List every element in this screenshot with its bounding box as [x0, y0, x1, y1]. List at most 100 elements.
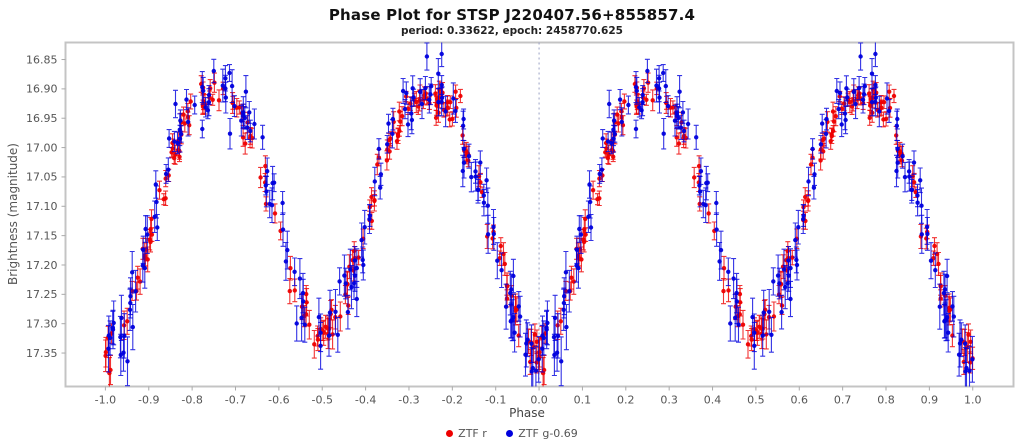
- data-point: [833, 114, 838, 119]
- data-point: [851, 89, 856, 95]
- chart-title: Phase Plot for STSP J220407.56+855857.4: [328, 6, 696, 24]
- data-point: [478, 160, 483, 165]
- data-point: [844, 86, 849, 91]
- data-point: [484, 178, 489, 183]
- data-point: [229, 83, 235, 89]
- data-point: [335, 332, 340, 337]
- data-point: [968, 339, 973, 344]
- data-point: [458, 93, 463, 99]
- data-point: [656, 86, 662, 91]
- data-point: [354, 296, 359, 302]
- x-tick-label: 0.6: [791, 394, 809, 407]
- data-point: [678, 125, 684, 130]
- x-tick-label: -0.6: [268, 394, 289, 407]
- data-point: [491, 231, 496, 237]
- data-point: [232, 103, 237, 109]
- data-point: [178, 118, 183, 123]
- data-point: [674, 110, 680, 115]
- data-point: [408, 101, 413, 106]
- data-point: [227, 131, 233, 136]
- data-point: [845, 95, 850, 100]
- data-point: [201, 88, 206, 94]
- data-point: [650, 98, 655, 103]
- data-point: [665, 103, 671, 109]
- data-point: [390, 116, 396, 122]
- data-point: [333, 309, 338, 314]
- data-point: [869, 99, 875, 105]
- data-point: [280, 227, 286, 232]
- data-point: [356, 255, 361, 260]
- data-point: [402, 106, 408, 112]
- data-point: [843, 117, 848, 123]
- data-point: [326, 333, 332, 338]
- data-point: [701, 201, 706, 207]
- data-point: [616, 121, 621, 126]
- data-point: [315, 337, 321, 342]
- data-point: [551, 334, 557, 340]
- data-point: [654, 83, 659, 88]
- data-point: [697, 183, 702, 188]
- data-point: [576, 255, 582, 261]
- data-point: [947, 308, 952, 313]
- x-tick-label: -1.0: [95, 394, 116, 407]
- legend-label-ztf-g: ZTF g-0.69: [518, 426, 578, 440]
- data-point: [243, 89, 249, 94]
- data-point: [110, 325, 116, 330]
- data-point: [617, 97, 623, 102]
- data-point: [696, 163, 702, 169]
- data-point: [869, 71, 875, 76]
- data-point: [841, 101, 847, 106]
- data-point: [721, 266, 727, 271]
- data-point: [806, 179, 811, 184]
- data-point: [338, 314, 343, 319]
- data-point: [385, 142, 390, 147]
- data-point: [142, 265, 147, 271]
- data-point: [349, 284, 354, 290]
- data-point: [375, 162, 380, 167]
- data-point: [460, 168, 465, 174]
- data-point: [937, 304, 942, 309]
- data-point: [586, 214, 591, 219]
- data-point: [361, 262, 366, 268]
- data-point: [351, 281, 357, 286]
- data-point: [469, 174, 474, 180]
- data-point: [166, 167, 171, 172]
- data-point: [386, 137, 392, 143]
- data-point: [611, 118, 617, 123]
- data-point: [680, 110, 686, 115]
- data-point: [292, 269, 297, 274]
- legend-item-ztf-g: ZTF g-0.69: [506, 427, 578, 440]
- data-point: [495, 258, 500, 263]
- data-point: [705, 180, 710, 185]
- x-tick-label: 0.8: [877, 394, 895, 407]
- data-point: [307, 322, 312, 327]
- series-ztf-g-0-69-points: [106, 42, 975, 387]
- data-point: [567, 289, 572, 294]
- data-point: [771, 314, 777, 319]
- data-point: [481, 193, 486, 198]
- data-point: [203, 105, 208, 110]
- data-point: [721, 288, 726, 294]
- data-point: [928, 258, 934, 263]
- data-point: [161, 197, 166, 202]
- data-point: [188, 99, 193, 104]
- data-point: [788, 296, 793, 302]
- data-point: [248, 128, 253, 134]
- data-point: [111, 320, 116, 326]
- data-point: [771, 279, 776, 284]
- y-tick-label: 17.25: [26, 288, 58, 301]
- data-point: [600, 136, 605, 141]
- data-point: [818, 142, 824, 147]
- data-point: [433, 115, 439, 121]
- data-point: [428, 92, 433, 97]
- data-point: [439, 51, 444, 57]
- data-point: [216, 98, 222, 103]
- data-point: [873, 51, 878, 57]
- data-point: [265, 169, 270, 174]
- data-point: [676, 141, 682, 146]
- data-point: [887, 89, 892, 94]
- data-point: [933, 268, 938, 273]
- data-point: [836, 106, 841, 112]
- data-point: [970, 357, 975, 362]
- data-point: [698, 169, 704, 174]
